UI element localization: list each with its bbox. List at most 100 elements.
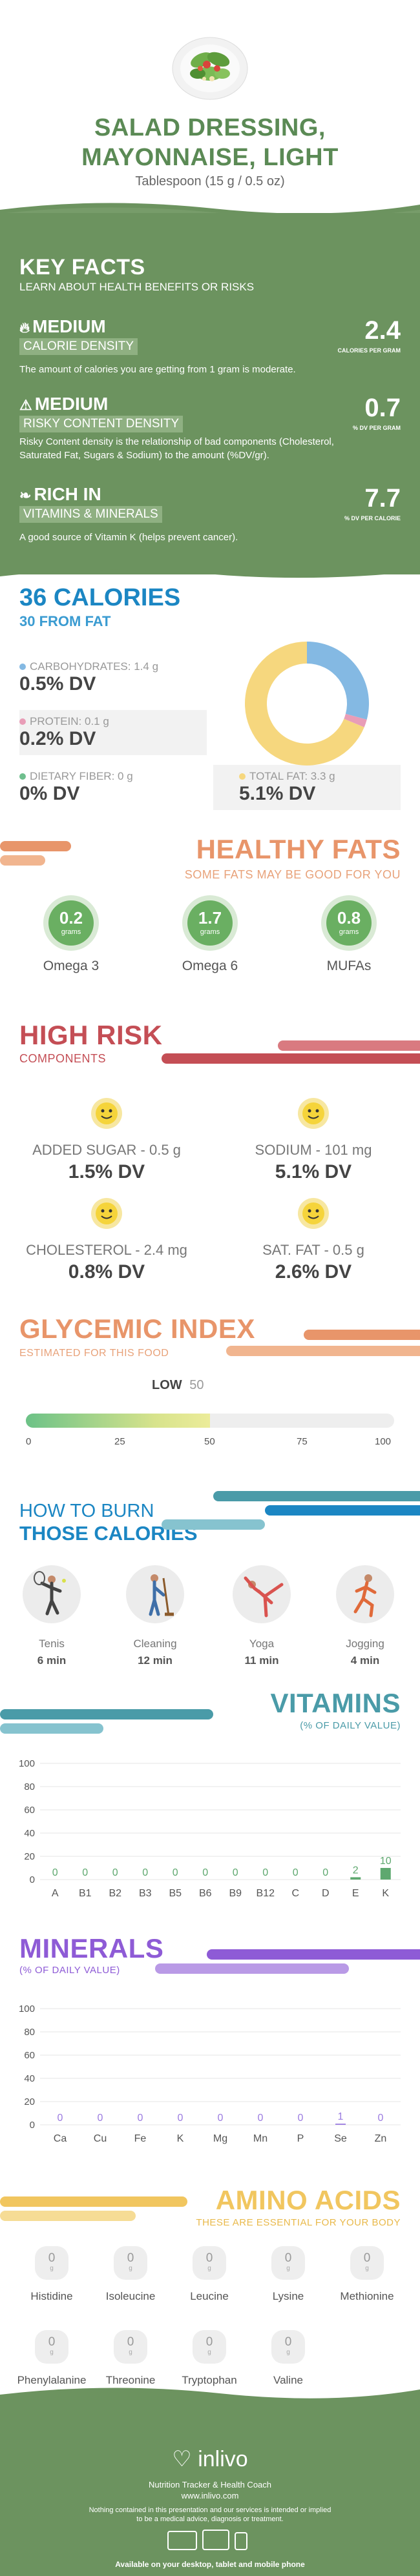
vitamin-category-label: B3 [139,1888,152,1899]
amino-title: AMINO ACIDS [215,2185,401,2215]
amino-value: 0 [48,2251,56,2265]
amino-unit: g [50,2349,54,2356]
smiley-icon [298,1098,329,1129]
risk-sodium: SODIUM - 101 mg 5.1% DV [220,1097,407,1183]
vitamin-value-label: 0 [293,1867,299,1878]
amino-name: Methionine [340,2290,394,2302]
burn-title-line-1: HOW TO BURN [19,1501,154,1521]
fact-unit: % DV PER GRAM [352,425,401,431]
decor-stripe [155,1963,349,1974]
vitamin-bar [380,1868,391,1880]
activity-name: Jogging [346,1638,384,1650]
mineral-category-label: Zn [375,2133,387,2144]
fact-value: 7.7 [364,484,401,512]
mineral-category-label: Mn [253,2133,268,2144]
macro-fiber: DIETARY FIBER: 0 g 0% DV [19,765,207,810]
amino-name: Lysine [272,2290,304,2302]
tennis-player-icon [34,1571,66,1616]
vitamin-category-label: B6 [199,1888,212,1899]
activity-name: Cleaning [133,1638,177,1650]
amino-acid-item: 0 g Valine [249,2330,327,2387]
amino-acid-item: 0 g Tryptophan [171,2330,248,2387]
fact-level: MEDIUM [34,394,109,414]
mineral-value-label: 0 [178,2113,184,2124]
fact-value: 0.7 [364,394,401,422]
glycemic-title: GLYCEMIC INDEX [19,1313,255,1344]
footer-disclaimer-2: to be a medical advice, diagnosis or tre… [136,2515,284,2523]
mineral-value-label: 0 [258,2113,264,2124]
fat-value: 0.2 [59,908,83,928]
vitamins-title: VITAMINS [270,1688,401,1718]
amino-value: 0 [363,2251,371,2265]
salad-bowl-icon [172,37,248,100]
fact-label: VITAMINS & MINERALS [19,506,162,523]
key-facts-section: KEY FACTS LEARN ABOUT HEALTH BENEFITS OR… [0,213,420,574]
fiber-dot-icon [19,773,26,780]
mineral-value-label: 0 [298,2113,304,2124]
fact-calorie-density: 🔥︎ MEDIUM CALORIE DENSITY The amount of c… [19,316,401,376]
decor-stripe [207,1949,420,1960]
vitamin-value-label: 2 [353,1865,359,1876]
fact-description: Risky Content density is the relationshi… [19,436,334,461]
glycemic-tick: 25 [114,1436,125,1447]
decor-stripe [265,1505,420,1516]
glycemic-tick: 50 [204,1436,215,1447]
amino-unit: g [50,2265,54,2272]
brand-name: inlivo [198,2447,248,2471]
footer: ♡ inlivo Nutrition Tracker & Health Coac… [0,2401,420,2576]
protein-dot-icon [19,718,26,725]
title-line-2: MAYONNAISE, LIGHT [81,144,339,171]
glycemic-level: LOW [152,1378,182,1392]
carbs-dot-icon [19,664,26,670]
high-risk-title: HIGH RISK [19,1020,163,1050]
decor-stripe [278,1040,420,1051]
footer-url[interactable]: www.inlivo.com [181,2491,239,2500]
jogging-person-icon [353,1574,377,1618]
vitamin-category-label: A [52,1888,59,1899]
amino-acid-item: 0 g Lysine [249,2246,327,2303]
decor-stripe [213,1491,420,1501]
amino-value: 0 [127,2335,134,2349]
vitamin-category-label: B1 [79,1888,92,1899]
decor-stripe [0,841,71,851]
risk-added-sugar: ADDED SUGAR - 0.5 g 1.5% DV [13,1097,200,1183]
minerals-title: MINERALS [19,1933,164,1963]
vitamin-value-label: 0 [52,1867,58,1878]
vitamin-value-label: 0 [262,1867,268,1878]
macro-carbohydrates: CARBOHYDRATES: 1.4 g 0.5% DV [19,655,207,700]
risk-dv: 2.6% DV [275,1261,352,1283]
mineral-value-label: 0 [378,2113,384,2124]
glycemic-value: 50 [189,1378,204,1392]
fact-level: MEDIUM [32,316,106,336]
activity-time: 12 min [138,1654,173,1667]
calories-subtitle: 30 FROM FAT [19,613,111,629]
amino-acid-item: 0 g Phenylalanine [13,2330,90,2387]
smiley-icon [91,1098,122,1129]
fat-omega3: 0.2 grams Omega 3 [42,900,100,974]
decor-stripe [0,2211,136,2221]
risk-cholesterol: CHOLESTEROL - 2.4 mg 0.8% DV [13,1197,200,1283]
heart-icon: ♡ [172,2447,192,2471]
amino-value: 0 [127,2251,134,2265]
decor-stripe [0,2196,187,2207]
brand-logo[interactable]: ♡ inlivo [0,2446,420,2472]
amino-unit: g [365,2265,369,2272]
risk-dv: 5.1% DV [275,1161,352,1182]
vitamin-category-label: B5 [169,1888,182,1899]
amino-value: 0 [284,2251,292,2265]
macro-label: TOTAL FAT: 3.3 g [249,770,335,782]
amino-value: 0 [48,2335,56,2349]
fact-vitamins-minerals: ❧ RICH IN VITAMINS & MINERALS A good sour… [19,484,401,544]
flame-icon: 🔥︎ [19,319,30,336]
mineral-y-tick: 40 [24,2073,35,2084]
yoga-pose-icon [244,1576,284,1618]
burn-yoga: Yoga 11 min [223,1565,300,1667]
activity-time: 11 min [244,1654,279,1667]
title-line-1: SALAD DRESSING, [94,114,326,141]
macro-label: CARBOHYDRATES: 1.4 g [30,660,159,673]
